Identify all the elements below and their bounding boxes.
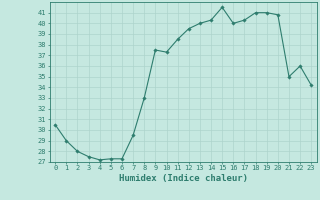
X-axis label: Humidex (Indice chaleur): Humidex (Indice chaleur)	[119, 174, 248, 183]
